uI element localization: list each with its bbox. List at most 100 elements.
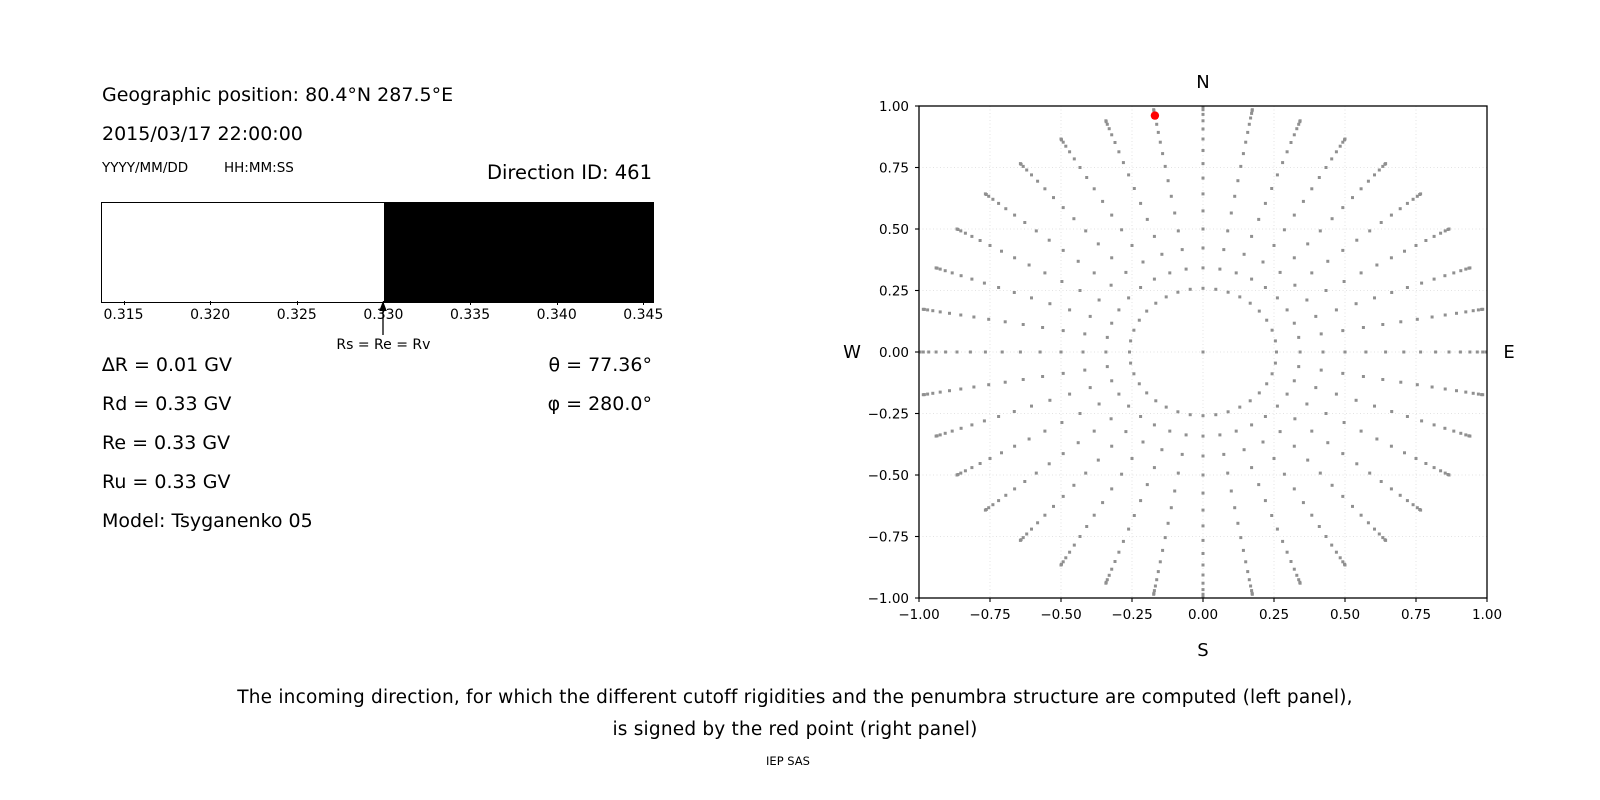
direction-dot (1129, 339, 1133, 343)
direction-dot (1107, 573, 1111, 577)
direction-dot (1341, 140, 1345, 144)
direction-dot (1109, 417, 1113, 421)
direction-dot (1414, 244, 1418, 247)
direction-dot (1117, 150, 1121, 154)
direction-dot (987, 194, 991, 198)
direction-dot (1048, 398, 1052, 402)
direction-dot (1180, 452, 1184, 456)
direction-dot (1285, 150, 1289, 154)
direction-dot (1248, 301, 1252, 305)
direction-dot (1030, 173, 1033, 177)
penumbra-tick-label: 0.315 (103, 307, 144, 323)
direction-dot (1364, 350, 1368, 354)
direction-dot (1292, 567, 1296, 571)
direction-dot (1343, 563, 1347, 567)
direction-dot (997, 286, 1001, 289)
direction-dot (938, 267, 942, 271)
y-tick-label: 0.00 (879, 345, 909, 361)
direction-dot (1430, 385, 1434, 389)
direction-dot (1139, 415, 1143, 418)
direction-dot (1361, 375, 1365, 378)
direction-dot (1105, 578, 1109, 582)
direction-dot (1318, 471, 1322, 475)
direction-dot (1117, 308, 1121, 312)
direction-dot (1384, 162, 1388, 166)
direction-dot (1104, 350, 1108, 354)
direction-dot (1242, 448, 1246, 452)
direction-dot (1201, 137, 1205, 141)
direction-dot (1236, 179, 1240, 183)
direction-dot (938, 433, 942, 437)
direction-dot (1201, 192, 1205, 196)
direction-dot (1156, 570, 1160, 574)
direction-dot (1373, 173, 1376, 177)
direction-dot (1021, 323, 1025, 326)
direction-dot (1275, 527, 1279, 531)
direction-dot (1110, 133, 1114, 137)
x-tick-label: −0.50 (1040, 607, 1081, 623)
direction-dot (1127, 527, 1131, 531)
direction-dot (927, 350, 931, 354)
direction-dot (1434, 350, 1438, 354)
direction-dot (1297, 365, 1301, 369)
direction-dot (921, 393, 925, 397)
model-text: Model: Tsyganenko 05 (102, 510, 313, 532)
direction-dot (1105, 335, 1109, 339)
penumbra-tick-label: 0.320 (190, 307, 231, 323)
direction-dot (1068, 550, 1072, 554)
direction-dot (1305, 298, 1309, 302)
direction-dot (1201, 552, 1205, 555)
direction-dot (1420, 281, 1424, 285)
direction-dot (1334, 150, 1338, 154)
direction-dot (1282, 472, 1286, 476)
direction-dot (1368, 471, 1372, 475)
direction-dot (1297, 578, 1301, 582)
direction-dot (1263, 415, 1267, 418)
direction-dot (1310, 187, 1314, 191)
direction-dot (1247, 122, 1251, 126)
direction-dot (1432, 466, 1436, 470)
direction-dot (1321, 350, 1325, 354)
direction-dot (1414, 457, 1418, 460)
direction-dot (1166, 521, 1170, 525)
direction-dot (1097, 298, 1101, 302)
y-tick-label: 0.25 (879, 284, 909, 300)
direction-dot (1381, 536, 1385, 540)
direction-dot (1201, 209, 1205, 213)
direction-dot (1275, 350, 1278, 354)
direction-dot (1375, 437, 1379, 441)
penumbra-axis: 0.315 0.320 0.325 0.330 0.335 0.340 0.345 (101, 301, 663, 335)
direction-dot (1052, 504, 1055, 508)
direction-dot (1317, 525, 1321, 528)
direction-dot (1389, 444, 1393, 448)
direction-dot (1084, 471, 1088, 475)
direction-dot (1250, 277, 1254, 281)
direction-dot (1104, 119, 1108, 123)
direction-dot (1160, 252, 1164, 256)
direction-dot (943, 269, 947, 273)
direction-dot (1061, 560, 1065, 564)
direction-dot (1201, 350, 1205, 354)
direction-dot (970, 423, 974, 427)
penumbra-forbidden-region (384, 203, 653, 302)
direction-dot (1127, 296, 1131, 300)
direction-dot (1110, 444, 1114, 448)
direction-dot (1025, 532, 1029, 536)
direction-dot (1018, 350, 1022, 354)
direction-dot (1399, 320, 1403, 324)
direction-dot (1233, 506, 1237, 510)
direction-dot (988, 244, 992, 247)
direction-dot (1424, 462, 1428, 465)
direction-dot (1261, 440, 1265, 444)
direction-dot (970, 234, 974, 238)
direction-dot (1214, 413, 1218, 417)
direction-dot (1468, 266, 1472, 270)
direction-dot (1297, 335, 1301, 339)
direction-dot (1443, 274, 1447, 278)
direction-dot (1000, 350, 1004, 354)
x-tick-label: 0.75 (1401, 607, 1431, 623)
direction-dot (1270, 372, 1274, 376)
direction-dot (1076, 441, 1080, 445)
direction-dot (1184, 433, 1188, 437)
direction-dot (1201, 266, 1205, 270)
